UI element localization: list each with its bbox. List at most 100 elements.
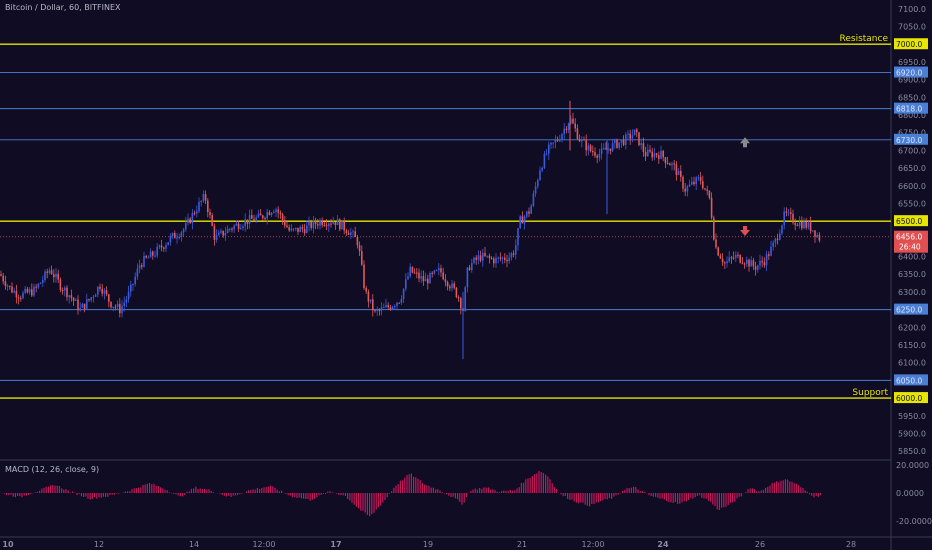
- candle[interactable]: [248, 209, 251, 229]
- candle[interactable]: [345, 228, 348, 237]
- candle[interactable]: [147, 255, 150, 259]
- candle[interactable]: [149, 248, 152, 258]
- candle[interactable]: [86, 293, 88, 310]
- candle[interactable]: [303, 223, 306, 236]
- candle[interactable]: [165, 242, 167, 253]
- candle[interactable]: [477, 250, 480, 265]
- candle[interactable]: [213, 223, 216, 246]
- candle[interactable]: [105, 286, 108, 297]
- candle[interactable]: [253, 214, 255, 222]
- candle[interactable]: [416, 268, 418, 279]
- candle[interactable]: [306, 220, 308, 234]
- candle[interactable]: [66, 285, 68, 301]
- candle[interactable]: [435, 269, 438, 272]
- candle[interactable]: [103, 288, 106, 300]
- candle[interactable]: [400, 295, 403, 305]
- candle[interactable]: [24, 285, 26, 295]
- candle[interactable]: [110, 301, 112, 309]
- candle[interactable]: [763, 257, 766, 268]
- candle[interactable]: [572, 112, 574, 125]
- candle[interactable]: [167, 242, 169, 246]
- candle[interactable]: [457, 295, 460, 302]
- candle[interactable]: [138, 259, 141, 274]
- candle[interactable]: [488, 253, 491, 264]
- candle[interactable]: [688, 179, 691, 188]
- candle[interactable]: [424, 272, 427, 282]
- candle[interactable]: [627, 130, 629, 140]
- candle[interactable]: [83, 303, 86, 313]
- candle[interactable]: [396, 302, 398, 311]
- candle[interactable]: [719, 253, 722, 259]
- candle[interactable]: [0, 270, 2, 277]
- candle[interactable]: [420, 270, 422, 284]
- candle[interactable]: [449, 284, 451, 292]
- candle[interactable]: [809, 216, 812, 234]
- candle[interactable]: [493, 256, 495, 268]
- candle[interactable]: [90, 297, 92, 303]
- candle[interactable]: [578, 134, 581, 143]
- candle[interactable]: [620, 139, 623, 149]
- candle[interactable]: [350, 227, 352, 240]
- candle[interactable]: [314, 217, 317, 230]
- candle[interactable]: [130, 280, 132, 297]
- candle[interactable]: [464, 285, 466, 312]
- candle[interactable]: [792, 209, 794, 225]
- candle[interactable]: [521, 211, 524, 224]
- candle[interactable]: [774, 237, 777, 248]
- candle[interactable]: [378, 308, 381, 316]
- candle[interactable]: [638, 132, 640, 147]
- candle[interactable]: [143, 251, 145, 268]
- candle[interactable]: [193, 210, 196, 216]
- candle[interactable]: [123, 296, 125, 312]
- candle[interactable]: [433, 269, 436, 275]
- candle[interactable]: [264, 216, 266, 222]
- candle[interactable]: [743, 262, 746, 269]
- candle[interactable]: [816, 232, 818, 239]
- candle[interactable]: [101, 283, 103, 297]
- candle[interactable]: [112, 306, 114, 312]
- candle[interactable]: [383, 303, 385, 309]
- candle[interactable]: [246, 219, 249, 230]
- candle[interactable]: [281, 212, 284, 225]
- candle[interactable]: [633, 129, 636, 136]
- candle[interactable]: [655, 152, 658, 158]
- candle[interactable]: [537, 178, 539, 189]
- candle[interactable]: [770, 240, 772, 257]
- candle[interactable]: [211, 212, 213, 227]
- candle[interactable]: [99, 283, 101, 292]
- candle[interactable]: [185, 216, 187, 232]
- candle[interactable]: [79, 302, 81, 312]
- candle[interactable]: [519, 215, 521, 229]
- candle[interactable]: [9, 285, 11, 290]
- candle[interactable]: [561, 132, 563, 143]
- candle[interactable]: [255, 214, 257, 223]
- candle[interactable]: [721, 253, 724, 266]
- candle[interactable]: [374, 308, 376, 313]
- candle[interactable]: [224, 226, 227, 241]
- candle[interactable]: [669, 162, 671, 166]
- candle[interactable]: [818, 232, 821, 243]
- candle[interactable]: [609, 148, 612, 155]
- candle[interactable]: [499, 252, 502, 262]
- candle[interactable]: [154, 250, 156, 258]
- candle[interactable]: [598, 148, 601, 162]
- candle[interactable]: [413, 268, 416, 274]
- candle[interactable]: [814, 230, 816, 244]
- candle[interactable]: [796, 223, 799, 227]
- candle[interactable]: [550, 141, 552, 150]
- candle[interactable]: [389, 304, 392, 311]
- candle[interactable]: [33, 283, 35, 297]
- candle[interactable]: [739, 254, 741, 264]
- candle[interactable]: [174, 230, 176, 239]
- candle[interactable]: [28, 287, 31, 295]
- candle[interactable]: [647, 143, 649, 157]
- candle[interactable]: [440, 264, 442, 277]
- candle[interactable]: [35, 284, 37, 293]
- candle[interactable]: [222, 230, 224, 238]
- candle[interactable]: [512, 250, 515, 258]
- candle[interactable]: [125, 295, 128, 308]
- candle[interactable]: [680, 165, 682, 182]
- candle[interactable]: [455, 287, 458, 299]
- candle[interactable]: [330, 219, 332, 228]
